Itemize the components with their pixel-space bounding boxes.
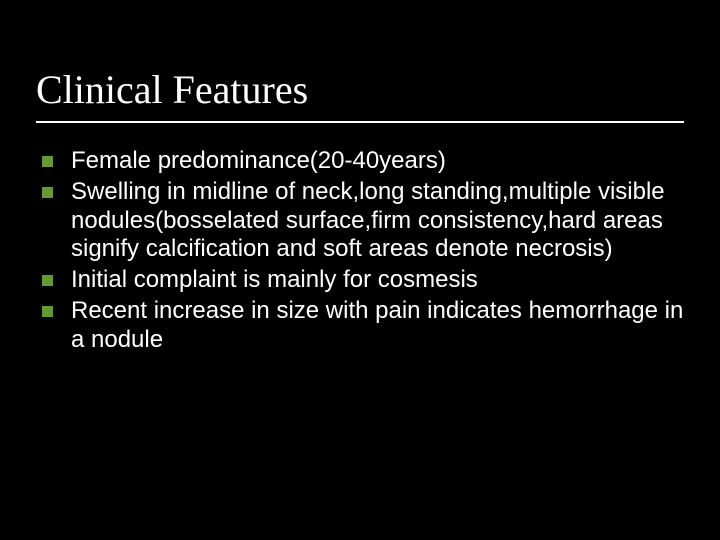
- title-rule: [36, 121, 684, 123]
- bullet-list: Female predominance(20-40years) Swelling…: [42, 147, 684, 355]
- bullet-text: Swelling in midline of neck,long standin…: [71, 178, 684, 264]
- square-bullet-icon: [42, 275, 53, 286]
- bullet-text: Female predominance(20-40years): [71, 147, 684, 176]
- square-bullet-icon: [42, 187, 53, 198]
- list-item: Female predominance(20-40years): [42, 147, 684, 176]
- list-item: Recent increase in size with pain indica…: [42, 297, 684, 355]
- list-item: Initial complaint is mainly for cosmesis: [42, 266, 684, 295]
- list-item: Swelling in midline of neck,long standin…: [42, 178, 684, 264]
- bullet-text: Recent increase in size with pain indica…: [71, 297, 684, 355]
- square-bullet-icon: [42, 306, 53, 317]
- slide: Clinical Features Female predominance(20…: [0, 0, 720, 540]
- square-bullet-icon: [42, 156, 53, 167]
- slide-title: Clinical Features: [36, 66, 684, 113]
- bullet-text: Initial complaint is mainly for cosmesis: [71, 266, 684, 295]
